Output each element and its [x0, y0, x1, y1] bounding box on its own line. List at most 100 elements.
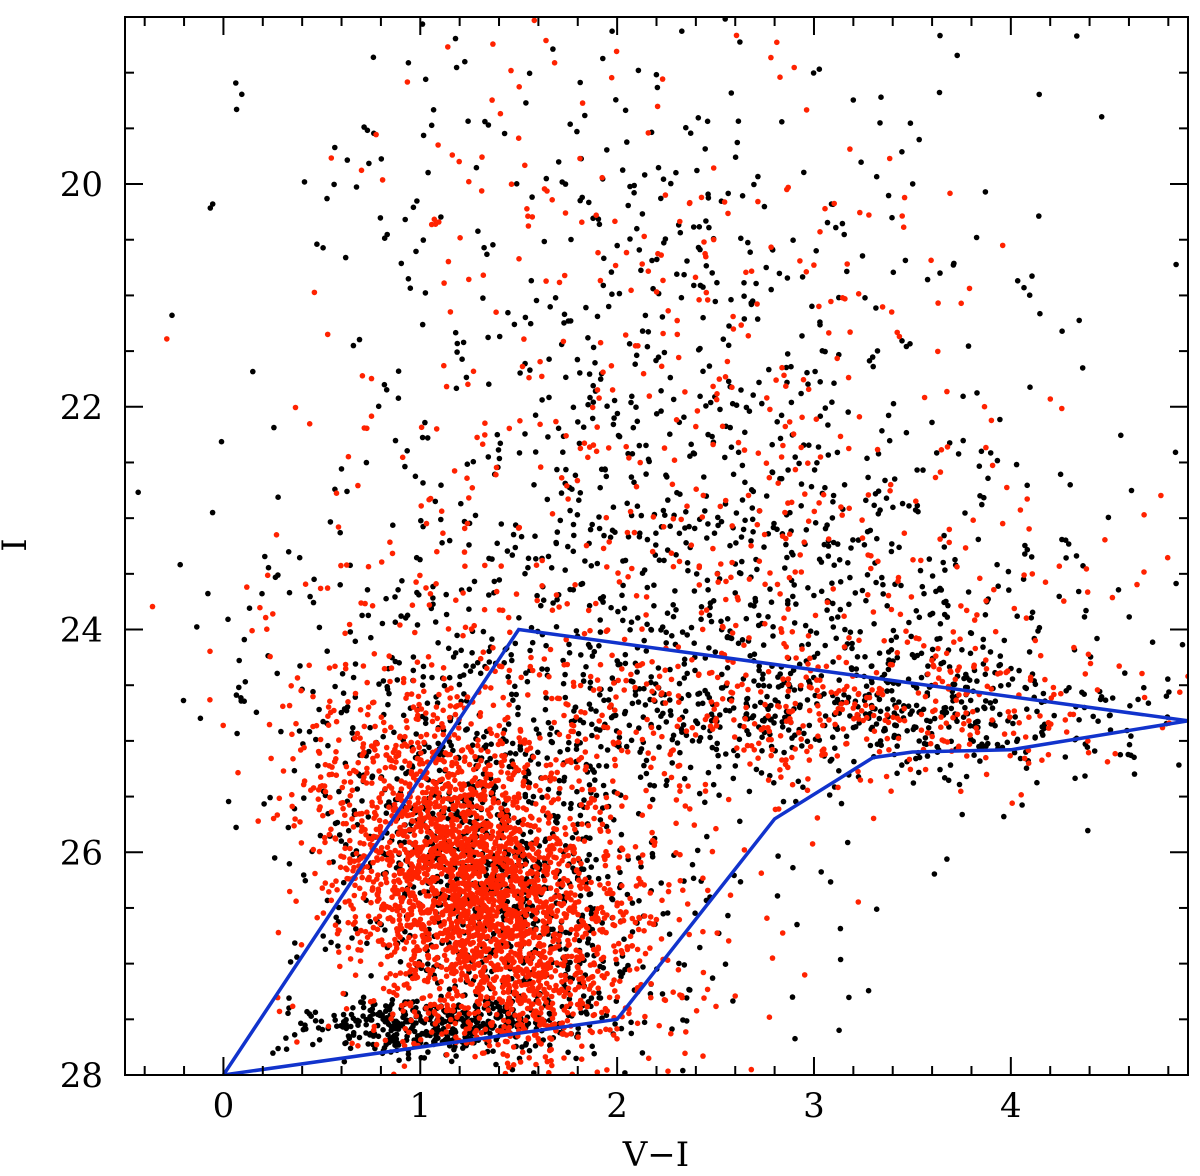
- scatter-point-black: [712, 649, 719, 655]
- scatter-point-red: [951, 639, 957, 645]
- scatter-point-black: [982, 698, 989, 704]
- scatter-point-red: [1085, 651, 1092, 658]
- scatter-point-red: [724, 680, 730, 686]
- scatter-point-black: [368, 634, 374, 641]
- scatter-point-black: [751, 678, 757, 684]
- scatter-point-black: [624, 891, 631, 898]
- scatter-point-black: [484, 251, 490, 258]
- scatter-point-black: [843, 733, 850, 740]
- scatter-point-red: [724, 358, 731, 365]
- scatter-point-black: [699, 700, 706, 707]
- scatter-point-red: [649, 688, 655, 695]
- scatter-point-red: [741, 747, 747, 753]
- scatter-point-red: [345, 453, 352, 460]
- scatter-point-red: [864, 714, 870, 721]
- scatter-point-black: [535, 761, 542, 767]
- scatter-point-black: [525, 555, 532, 562]
- scatter-point-red: [894, 649, 901, 656]
- scatter-point-black: [516, 615, 522, 621]
- scatter-point-black: [760, 671, 766, 678]
- scatter-point-red: [798, 444, 804, 451]
- scatter-point-black: [716, 763, 722, 770]
- scatter-point-black: [286, 995, 292, 1001]
- scatter-point-black: [683, 124, 689, 131]
- scatter-point-black: [1036, 213, 1042, 219]
- scatter-point-black: [567, 507, 573, 514]
- scatter-point-black: [1097, 696, 1104, 703]
- scatter-point-red: [783, 703, 789, 710]
- scatter-point-red: [799, 646, 805, 652]
- scatter-point-black: [1118, 432, 1124, 439]
- scatter-point-red: [1021, 755, 1028, 762]
- scatter-point-black: [1098, 114, 1105, 120]
- scatter-point-red: [401, 822, 408, 828]
- scatter-point-black: [649, 796, 656, 803]
- scatter-point-black: [883, 495, 890, 502]
- scatter-point-black: [694, 847, 701, 854]
- scatter-point-red: [520, 821, 526, 828]
- scatter-point-black: [267, 794, 273, 801]
- scatter-point-red: [555, 937, 562, 944]
- scatter-point-black: [395, 1026, 402, 1032]
- scatter-point-red: [595, 249, 601, 256]
- scatter-point-red: [765, 713, 771, 719]
- scatter-point-black: [596, 989, 602, 996]
- scatter-point-black: [487, 1030, 493, 1037]
- scatter-point-black: [324, 897, 331, 904]
- scatter-point-red: [776, 704, 782, 710]
- scatter-point-black: [705, 191, 711, 197]
- scatter-point-red: [817, 717, 823, 723]
- scatter-point-red: [781, 640, 787, 647]
- scatter-point-black: [686, 523, 692, 530]
- scatter-point-red: [744, 742, 751, 749]
- scatter-point-black: [1029, 609, 1036, 616]
- scatter-point-red: [612, 218, 618, 225]
- scatter-point-red: [594, 387, 601, 393]
- scatter-point-red: [674, 723, 681, 730]
- scatter-point-black: [636, 898, 642, 904]
- scatter-point-red: [628, 287, 634, 294]
- scatter-point-red: [426, 920, 433, 926]
- scatter-point-black: [644, 621, 650, 628]
- scatter-point-red: [441, 362, 447, 369]
- scatter-point-black: [884, 603, 890, 609]
- scatter-point-red: [699, 514, 706, 520]
- scatter-point-red: [928, 257, 934, 264]
- scatter-point-black: [342, 1040, 348, 1047]
- scatter-point-red: [839, 295, 846, 301]
- scatter-point-red: [958, 603, 964, 609]
- scatter-point-red: [581, 440, 588, 447]
- scatter-point-black: [588, 706, 594, 712]
- scatter-point-black: [209, 509, 216, 516]
- scatter-point-red: [469, 485, 476, 491]
- scatter-point-red: [673, 797, 680, 803]
- scatter-point-red: [901, 530, 908, 536]
- scatter-point-black: [873, 305, 879, 311]
- scatter-point-red: [461, 525, 468, 532]
- scatter-point-black: [596, 514, 602, 520]
- scatter-point-red: [1018, 792, 1024, 798]
- scatter-point-red: [667, 751, 673, 758]
- scatter-point-black: [278, 728, 284, 735]
- scatter-point-black: [1172, 449, 1179, 456]
- scatter-point-black: [845, 409, 851, 415]
- scatter-point-black: [275, 1045, 281, 1052]
- scatter-point-black: [461, 691, 467, 697]
- scatter-point-red: [541, 186, 548, 192]
- scatter-point-black: [948, 705, 955, 712]
- scatter-point-black: [544, 496, 551, 503]
- scatter-point-black: [526, 70, 533, 77]
- scatter-point-red: [398, 786, 405, 792]
- scatter-point-red: [556, 604, 562, 610]
- scatter-point-red: [470, 368, 477, 375]
- scatter-point-red: [257, 604, 263, 611]
- scatter-point-black: [437, 878, 444, 885]
- scatter-point-black: [301, 795, 307, 801]
- scatter-point-red: [312, 870, 318, 877]
- scatter-point-red: [755, 450, 762, 457]
- scatter-point-red: [943, 720, 950, 726]
- scatter-point-red: [409, 602, 416, 608]
- scatter-point-black: [1009, 676, 1016, 682]
- scatter-point-red: [714, 391, 720, 397]
- scatter-point-black: [422, 720, 429, 727]
